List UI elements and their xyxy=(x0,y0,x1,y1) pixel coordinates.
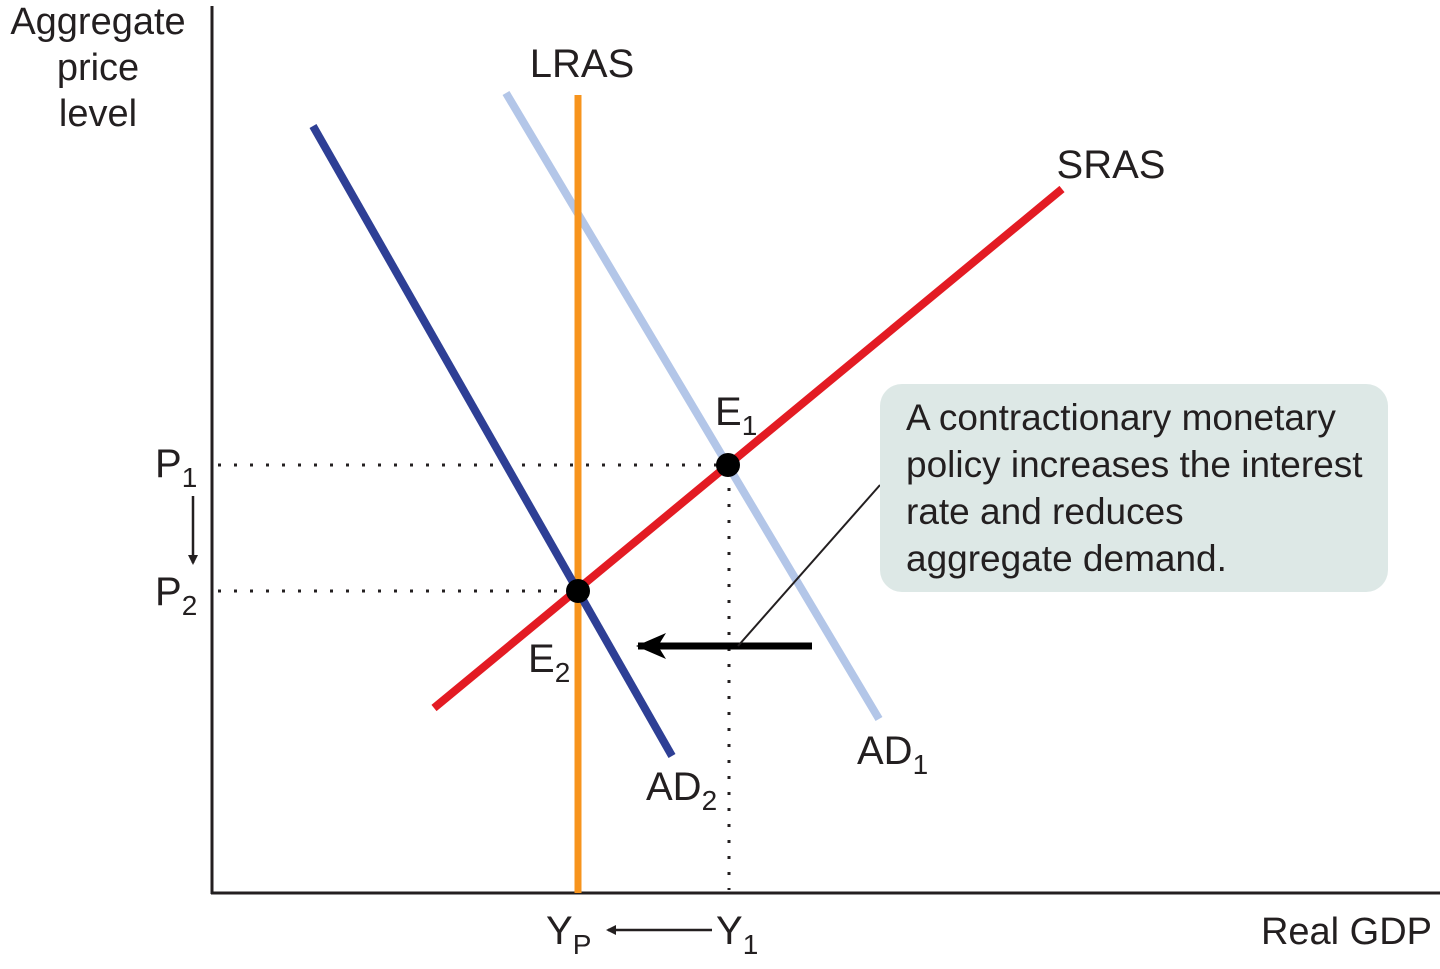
y-axis-label-line-2: price xyxy=(57,47,139,89)
sras-curve xyxy=(431,185,1065,712)
annotation-callout: A contractionary monetary policy increas… xyxy=(880,384,1388,592)
p2-label: P2 xyxy=(155,570,197,621)
annotation-line-4: aggregate demand. xyxy=(906,538,1227,579)
ad1-label: AD1 xyxy=(857,729,928,780)
y1-label: Y1 xyxy=(716,909,758,960)
y-axis-label-line-1: Aggregate xyxy=(10,1,185,43)
ad2-label: AD2 xyxy=(646,765,717,816)
e1-label: E1 xyxy=(715,390,757,441)
equilibrium-e2-point xyxy=(566,579,590,603)
lras-label: LRAS xyxy=(530,42,635,86)
p1-label: P1 xyxy=(155,442,197,493)
ad2-curve xyxy=(309,124,676,758)
annotation-leader-line xyxy=(737,484,881,647)
sras-label: SRAS xyxy=(1057,143,1166,187)
ad1-curve xyxy=(502,90,883,722)
annotation-line-1: A contractionary monetary xyxy=(906,397,1336,438)
equilibrium-e1-point xyxy=(716,453,740,477)
e2-label: E2 xyxy=(528,637,570,688)
annotation-line-2: policy increases the interest xyxy=(906,444,1363,485)
y-axis-label-line-3: level xyxy=(59,93,137,135)
annotation-line-3: rate and reduces xyxy=(906,491,1184,532)
x-axis-label: Real GDP xyxy=(1261,911,1432,953)
yp-label: YP xyxy=(546,909,591,960)
